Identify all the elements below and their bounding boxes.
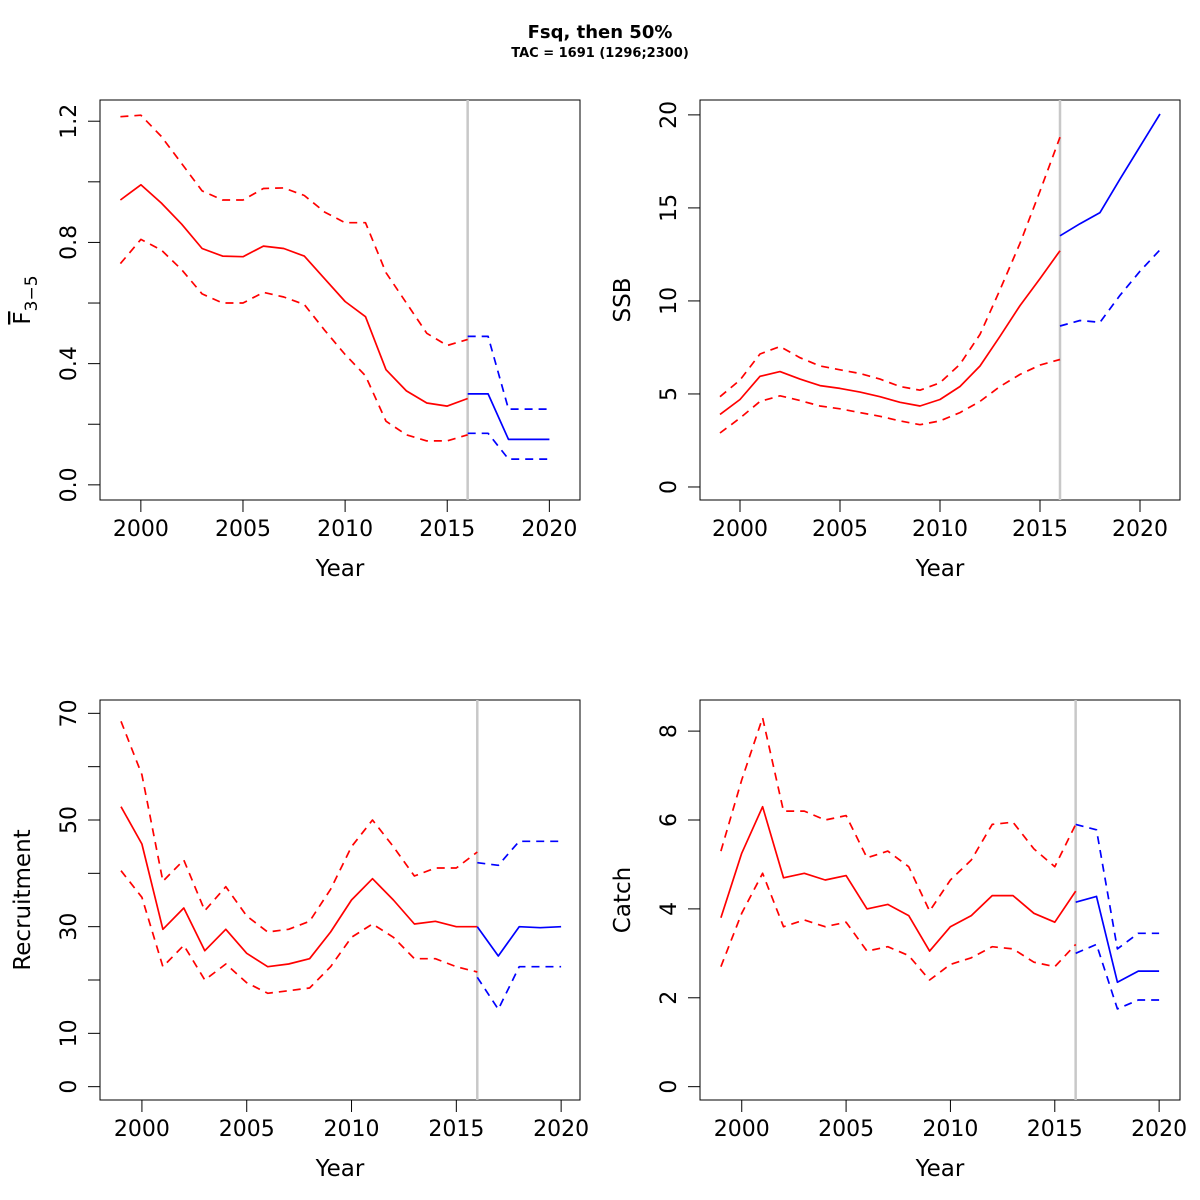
y-tick-label: 1.2 bbox=[57, 104, 82, 139]
x-tick-label: 2000 bbox=[113, 517, 169, 542]
y-tick-label: 0.0 bbox=[57, 467, 82, 502]
plot-frame bbox=[699, 99, 1181, 501]
x-axis-label: Year bbox=[315, 556, 365, 582]
historic-bound-line bbox=[719, 136, 1061, 398]
x-tick-label: 2010 bbox=[912, 517, 968, 542]
x-tick-label: 2000 bbox=[114, 1117, 170, 1142]
x-axis-label: Year bbox=[315, 1156, 365, 1182]
x-tick-label: 2020 bbox=[521, 517, 577, 542]
x-tick-label: 2020 bbox=[1131, 1117, 1187, 1142]
forecast-bound-line bbox=[476, 965, 562, 1011]
x-tick-label: 2005 bbox=[818, 1117, 874, 1142]
forecast-bound-line bbox=[467, 432, 550, 460]
x-tick-label: 2005 bbox=[215, 517, 271, 542]
historic-estimate-line bbox=[120, 806, 478, 968]
y-axis-label: Catch bbox=[610, 867, 636, 933]
y-tick-label: 30 bbox=[57, 913, 82, 941]
x-tick-label: 2015 bbox=[1027, 1117, 1083, 1142]
y-axis-label: SSB bbox=[610, 278, 636, 323]
y-tick-label: 0 bbox=[657, 1080, 682, 1094]
plot-frame bbox=[99, 699, 581, 1101]
historic-estimate-line bbox=[119, 183, 468, 407]
y-tick-label: 8 bbox=[657, 724, 682, 738]
x-tick-label: 2000 bbox=[712, 517, 768, 542]
historic-bound-line bbox=[719, 358, 1061, 434]
y-tick-label: 15 bbox=[657, 194, 682, 222]
forecast-bound-line bbox=[467, 335, 550, 410]
y-tick-label: 0.4 bbox=[57, 346, 82, 381]
x-tick-label: 2015 bbox=[428, 1117, 484, 1142]
forecast-estimate-line bbox=[476, 925, 562, 957]
historic-bound-line bbox=[119, 238, 468, 442]
historic-bound-line bbox=[120, 114, 468, 347]
y-tick-label: 10 bbox=[657, 287, 682, 315]
x-tick-label: 2005 bbox=[219, 1117, 275, 1142]
forecast-bound-line bbox=[1059, 249, 1161, 327]
y-axis-label: F3−5 bbox=[10, 275, 42, 324]
y-tick-label: 10 bbox=[57, 1019, 82, 1047]
historic-bound-line bbox=[720, 872, 1077, 981]
plot-frame bbox=[699, 699, 1181, 1101]
y-tick-label: 0 bbox=[57, 1080, 82, 1094]
y-tick-label: 4 bbox=[657, 902, 682, 916]
x-tick-label: 2015 bbox=[1012, 517, 1068, 542]
recruitment-panel: 2000 2005 2010 2015 2020 0 10 30 50 70 Year Recruit… bbox=[10, 699, 589, 1182]
y-tick-label: 5 bbox=[657, 387, 682, 401]
x-tick-label: 2020 bbox=[533, 1117, 589, 1142]
y-tick-label: 6 bbox=[657, 813, 682, 827]
forecast-estimate-line bbox=[1075, 895, 1160, 984]
x-axis-label: Year bbox=[915, 556, 965, 582]
x-axis-label: Year bbox=[915, 1156, 965, 1182]
y-tick-label: 70 bbox=[57, 699, 82, 727]
forecast-bound-line bbox=[477, 840, 562, 867]
historic-bound-line bbox=[720, 716, 1077, 912]
ssb-panel: 2000 2005 2010 2015 2020 0 5 10 15 20 Year SSB bbox=[610, 99, 1181, 582]
plot-frame bbox=[99, 99, 581, 501]
figure-subtitle: TAC = 1691 (1296;2300) bbox=[511, 46, 689, 61]
historic-estimate-line bbox=[719, 250, 1061, 416]
x-tick-label: 2010 bbox=[922, 1117, 978, 1142]
forecast-estimate-line bbox=[1059, 113, 1161, 237]
figure-title: Fsq, then 50% bbox=[527, 22, 673, 43]
forecast-bound-line bbox=[1075, 823, 1160, 950]
x-tick-label: 2010 bbox=[324, 1117, 380, 1142]
x-tick-label: 2005 bbox=[812, 517, 868, 542]
y-tick-label: 0.8 bbox=[57, 225, 82, 260]
historic-bound-line bbox=[120, 720, 478, 933]
forecast-bound-line bbox=[1075, 943, 1160, 1010]
y-tick-label: 50 bbox=[57, 806, 82, 834]
historic-bound-line bbox=[120, 870, 478, 995]
y-tick-label: 20 bbox=[657, 101, 682, 129]
historic-estimate-line bbox=[720, 805, 1077, 952]
catch-panel: 2000 2005 2010 2015 2020 0 2 4 6 8 Year Catch bbox=[610, 699, 1187, 1182]
y-tick-label: 2 bbox=[657, 991, 682, 1005]
x-tick-label: 2015 bbox=[419, 517, 475, 542]
y-axis-label: Recruitment bbox=[10, 829, 36, 970]
x-tick-label: 2010 bbox=[317, 517, 373, 542]
x-tick-label: 2000 bbox=[714, 1117, 770, 1142]
y-tick-label: 0 bbox=[657, 480, 682, 494]
x-tick-label: 2020 bbox=[1112, 517, 1168, 542]
forecast-estimate-line bbox=[467, 393, 550, 441]
f-panel: 2000 2005 2010 2015 2020 0.0 0.4 0.8 1.2 Year F3−5 bbox=[10, 99, 581, 582]
